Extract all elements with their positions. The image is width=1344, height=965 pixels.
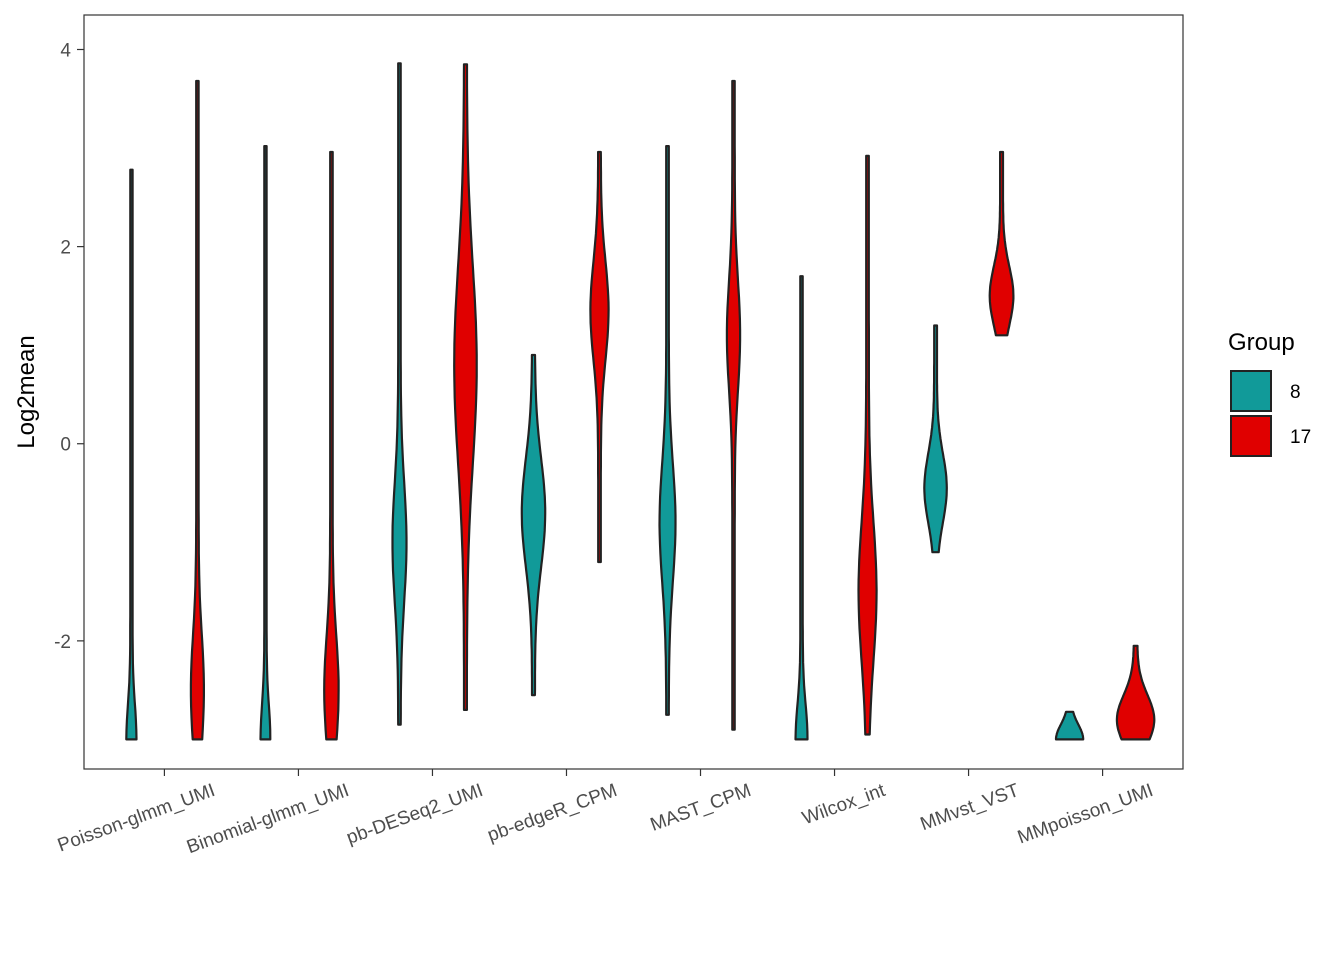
y-tick-label: -2: [54, 632, 71, 653]
violin-8-7: [1054, 710, 1085, 741]
y-tick-label: 0: [60, 435, 71, 456]
violin-8-6: [923, 324, 948, 554]
y-axis: -2 0 2 4: [54, 40, 84, 653]
violin-17-7: [1115, 644, 1156, 741]
violin-17-4: [725, 79, 742, 731]
violin-17-2: [453, 63, 478, 711]
y-tick-label: 4: [60, 40, 71, 61]
y-axis-title: Log2mean: [13, 335, 40, 448]
legend-key-8: [1230, 370, 1272, 412]
legend-key-17: [1230, 415, 1272, 457]
legend: Group 8 17: [1228, 329, 1311, 457]
violin-8-3: [520, 353, 547, 697]
legend-label: 17: [1290, 427, 1311, 448]
violins-layer: [125, 62, 1156, 741]
violin-17-5: [857, 154, 878, 736]
violin-8-4: [658, 145, 677, 716]
violin-8-0: [125, 168, 138, 741]
y-tick-label: 2: [60, 238, 71, 259]
violin-8-1: [259, 145, 272, 741]
violin-8-5: [794, 275, 809, 741]
violin-17-3: [589, 150, 610, 564]
legend-label: 8: [1290, 382, 1301, 403]
legend-title: Group: [1228, 329, 1295, 356]
violin-17-6: [988, 150, 1015, 337]
plot-panel-border: [83, 14, 1184, 770]
violin-17-0: [189, 79, 205, 741]
violin-8-2: [391, 62, 408, 726]
violin-17-1: [323, 150, 340, 741]
